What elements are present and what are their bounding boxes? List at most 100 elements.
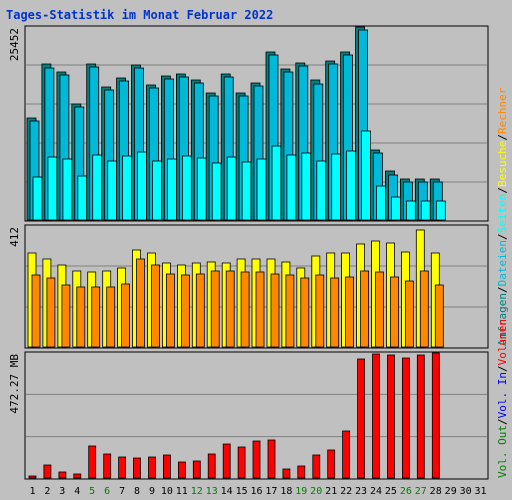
volumen-bar-day-4 [73,473,82,479]
rechner-bar-day-24 [375,271,384,348]
volumen-bar-day-17 [267,439,276,479]
day-label-20: 20 [310,486,322,497]
rechner-bar-day-17 [270,273,280,348]
seiten-bar-day-15 [241,161,252,221]
day-label-2: 2 [44,486,50,497]
volumen-bar-day-3 [58,471,67,479]
rechner-bar-day-22 [345,276,355,348]
rechner-bar-day-7 [121,283,130,348]
volumen-bar-day-21 [327,449,336,479]
legend-top-right-part-6: Besuche [496,141,509,187]
seiten-bar-day-24 [376,185,386,221]
volumen-bar-day-7 [118,456,126,479]
day-label-22: 22 [340,486,352,497]
seiten-bar-day-18 [286,154,297,221]
seiten-bar-day-12 [196,157,207,221]
legend-top-right-part-3: / [496,233,509,240]
volumen-bar-day-5 [88,445,97,479]
day-label-8: 8 [134,486,140,497]
volumen-bar-day-22 [342,430,351,479]
volumen-bar-day-16 [252,440,261,479]
volumen-bar-day-13 [207,453,216,479]
day-label-30: 30 [460,486,472,497]
rechner-bar-day-16 [255,271,265,348]
legend-bottom-right-part-4: Volumen [496,319,509,365]
rechner-bar-day-13 [210,270,220,348]
seiten-bar-day-16 [256,158,267,221]
day-label-31: 31 [474,486,486,497]
seiten-bar-day-8 [137,151,147,221]
panel-2-ymax-label: 412 [8,227,21,247]
bar-marks [26,26,446,479]
legend-bottom-right-part-0: Vol. Out [496,425,509,478]
day-label-13: 13 [206,486,218,497]
day-label-26: 26 [400,486,412,497]
day-label-14: 14 [221,486,233,497]
volumen-bar-day-6 [103,453,112,479]
panel-1-ymax-label: 25452 [8,28,21,61]
seiten-bar-day-11 [181,155,192,221]
seiten-bar-day-17 [271,145,282,221]
day-label-1: 1 [29,486,35,497]
legend-top-right-part-5: / [496,187,509,194]
volumen-bar-day-23 [357,358,366,479]
volumen-bar-day-14 [222,443,231,479]
seiten-bar-day-4 [77,175,88,221]
day-label-6: 6 [104,486,110,497]
panel-3-ymax-label: 472.27 MB [8,354,21,414]
chart-title: Tages-Statistik im Monat Februar 2022 [6,8,273,22]
day-label-16: 16 [250,486,262,497]
day-label-7: 7 [119,486,125,497]
rechner-bar-day-3 [61,284,71,348]
volumen-bar-day-25 [387,354,395,479]
legend-top-right-part-2: Dateien [496,240,509,286]
volumen-bar-day-2 [43,464,52,479]
legend-top-right-part-8: Rechner [496,87,509,134]
rechner-bar-day-21 [330,277,340,348]
rechner-bar-day-28 [434,284,444,348]
day-label-12: 12 [191,486,203,497]
day-label-23: 23 [355,486,367,497]
volumen-bar-day-27 [416,354,425,479]
day-label-25: 25 [385,486,397,497]
volumen-bar-day-28 [431,352,440,479]
volumen-bar-day-10 [162,454,171,479]
day-label-24: 24 [370,486,382,497]
rechner-bar-day-19 [300,277,310,348]
volumen-bar-day-20 [312,454,321,479]
seiten-bar-day-3 [62,158,73,221]
volumen-bar-day-1 [28,475,37,479]
rechner-bar-day-9 [151,264,160,348]
seiten-bar-day-21 [331,153,342,221]
rechner-bar-day-11 [180,274,190,348]
seiten-bar-day-23 [361,130,372,221]
seiten-bar-day-6 [107,160,118,221]
volumen-bar-day-8 [133,457,141,479]
rechner-bar-day-4 [76,286,86,348]
rechner-bar-day-1 [31,274,41,348]
seiten-bar-day-5 [92,154,103,221]
rechner-bar-day-15 [240,271,250,348]
volumen-bar-day-26 [401,357,410,479]
day-label-4: 4 [74,486,80,497]
seiten-bar-day-28 [435,200,446,221]
day-label-9: 9 [149,486,155,497]
legend-top-right-part-7: / [496,134,509,141]
seiten-bar-day-22 [346,150,357,221]
rechner-bar-day-5 [91,286,101,348]
volumen-bar-day-11 [177,461,186,479]
legend-top-right-part-0: Anfragen [496,293,509,346]
seiten-bar-day-2 [47,156,58,221]
volumen-bar-day-24 [372,353,380,479]
seiten-bar-day-25 [391,196,401,221]
rechner-bar-day-20 [315,274,325,348]
seiten-bar-day-13 [211,162,222,221]
seiten-bar-day-26 [405,200,416,221]
rechner-bar-day-6 [106,286,116,348]
rechner-bar-day-10 [165,273,175,348]
seiten-bar-day-20 [316,160,327,221]
legend-top-right: Anfragen/Dateien/Seiten/Besuche/Rechner [496,87,509,346]
legend-bottom-right-part-2: Vol. In [496,372,509,418]
